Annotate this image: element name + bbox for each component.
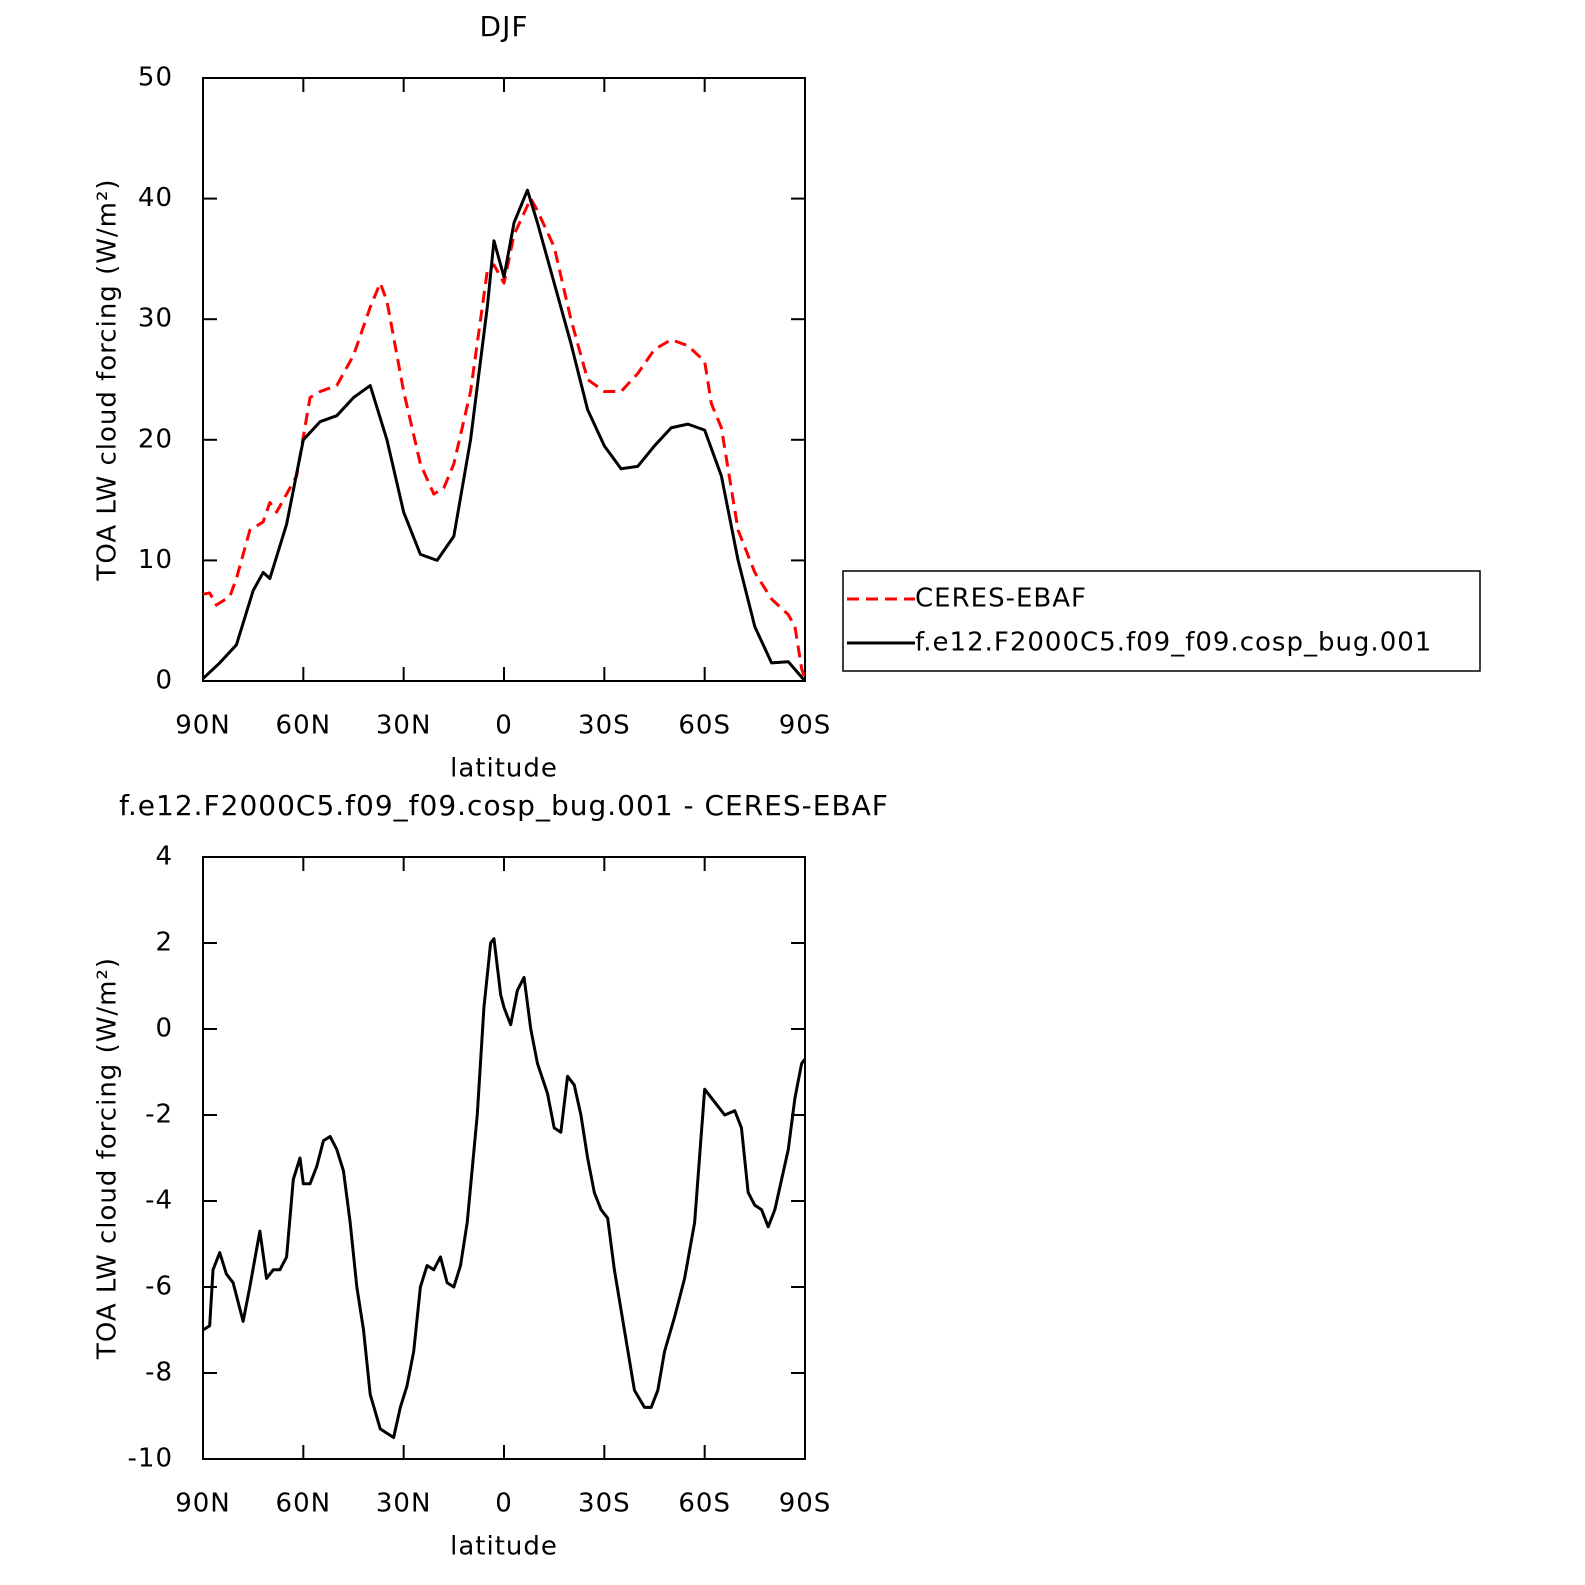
y-tick-label: 0	[155, 1014, 173, 1044]
x-tick-label: 90S	[779, 711, 832, 741]
data-line	[202, 197, 807, 680]
legend-box	[842, 570, 1481, 672]
y-tick-label: -10	[128, 1444, 173, 1474]
x-tick-label: 60S	[678, 1489, 731, 1519]
y-tick-label: 20	[138, 424, 173, 454]
chart-title: DJF	[480, 10, 529, 43]
x-tick-label: 60S	[678, 711, 731, 741]
x-tick-label: 0	[495, 1489, 513, 1519]
x-axis-label: latitude	[450, 754, 558, 784]
y-tick-label: -8	[145, 1358, 173, 1388]
x-tick-label: 90N	[175, 1489, 231, 1519]
y-axis-label: TOA LW cloud forcing (W/m²)	[93, 178, 123, 581]
data-line	[202, 937, 807, 1439]
y-tick-label: 40	[138, 183, 173, 213]
y-tick-label: 10	[138, 545, 173, 575]
x-tick-label: 30N	[376, 1489, 432, 1519]
y-tick-label: -6	[145, 1272, 173, 1302]
x-axis-label: latitude	[450, 1532, 558, 1562]
y-tick-label: 2	[155, 928, 173, 958]
data-line	[201, 188, 807, 682]
y-tick-label: 30	[138, 304, 173, 334]
y-axis-label: TOA LW cloud forcing (W/m²)	[93, 957, 123, 1360]
plot-frame	[202, 77, 806, 682]
y-tick-label: -2	[145, 1100, 173, 1130]
legend-label: f.e12.F2000C5.f09_f09.cosp_bug.001	[915, 628, 1432, 658]
y-tick-label: -4	[145, 1186, 173, 1216]
x-tick-label: 90N	[175, 711, 231, 741]
x-tick-label: 30S	[578, 1489, 631, 1519]
y-tick-label: 50	[138, 63, 173, 93]
plot-frame	[202, 856, 806, 1460]
x-tick-label: 60N	[276, 1489, 332, 1519]
x-tick-label: 30S	[578, 711, 631, 741]
x-tick-label: 90S	[779, 1489, 832, 1519]
y-tick-label: 4	[155, 842, 173, 872]
y-tick-label: 0	[155, 666, 173, 696]
x-tick-label: 60N	[276, 711, 332, 741]
x-tick-label: 0	[495, 711, 513, 741]
legend-label: CERES-EBAF	[915, 584, 1087, 614]
x-tick-label: 30N	[376, 711, 432, 741]
chart-title: f.e12.F2000C5.f09_f09.cosp_bug.001 - CER…	[119, 789, 889, 822]
